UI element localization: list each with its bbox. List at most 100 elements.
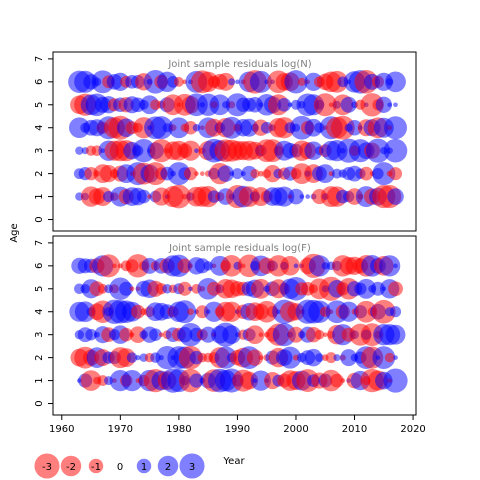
bottom-bubble: [315, 353, 324, 362]
bottom-bubble: [121, 369, 143, 392]
top-bubble: [168, 117, 190, 139]
legend-bubble: [136, 458, 152, 474]
top-y-tick-label: 4: [34, 125, 45, 131]
y-axis-label: Age: [9, 223, 20, 242]
top-bubble: [194, 148, 199, 153]
top-bubble: [209, 94, 231, 116]
top-bubble: [250, 169, 260, 179]
top-bubble: [240, 118, 259, 137]
bottom-bubble: [293, 263, 299, 269]
bottom-bubble: [158, 332, 164, 337]
top-bubble: [235, 79, 240, 85]
top-bubble: [299, 194, 305, 199]
bottom-bubble: [321, 262, 329, 270]
top-panel-frame: [52, 51, 417, 232]
bottom-bubble: [308, 300, 331, 323]
top-bubble: [328, 102, 334, 108]
bottom-panel-frame: [52, 235, 417, 416]
top-bubble: [372, 162, 396, 186]
top-bubble: [194, 171, 199, 176]
top-panel-bubbles: [68, 70, 408, 209]
bottom-bubble: [80, 370, 102, 391]
bottom-bubble: [385, 324, 406, 345]
top-bubble: [231, 168, 243, 180]
bottom-bubble: [308, 255, 331, 277]
bottom-bubble: [222, 325, 241, 345]
top-bubble: [365, 138, 390, 163]
bottom-bubble: [258, 332, 264, 338]
bottom-bubble: [355, 300, 378, 323]
bottom-y-tick-label: 3: [34, 331, 45, 337]
top-bubble: [360, 93, 384, 117]
x-axis-label: Year: [222, 456, 245, 467]
top-y-tick-label: 3: [34, 147, 45, 153]
bottom-bubble: [97, 254, 121, 278]
top-bubble: [183, 120, 198, 135]
bottom-y-tick-label: 5: [34, 286, 45, 292]
legend-label: -3: [42, 462, 52, 473]
legend-bubble: [34, 453, 60, 479]
bottom-bubble: [279, 346, 302, 369]
bottom-y-tick-label: 0: [34, 400, 45, 406]
bottom-bubble: [245, 325, 265, 345]
bottom-bubble: [372, 346, 396, 370]
bottom-bubble: [129, 326, 147, 344]
top-bubble: [274, 186, 295, 207]
legend-bubble: [179, 453, 205, 479]
bottom-bubble: [384, 352, 395, 363]
top-bubble: [388, 167, 403, 181]
bottom-bubble: [288, 326, 304, 343]
legend-label: -2: [66, 462, 76, 473]
bottom-panel-title: Joint sample residuals log(F): [168, 243, 311, 254]
bottom-bubble: [340, 349, 358, 367]
bottom-bubble: [189, 373, 204, 388]
bottom-y-tick-label: 7: [34, 240, 45, 246]
top-bubble: [75, 146, 84, 155]
top-bubble: [228, 78, 236, 86]
bottom-bubble: [187, 308, 194, 316]
x-tick-label: 1980: [166, 424, 191, 435]
top-bubble: [181, 193, 188, 200]
bottom-bubble: [220, 255, 243, 277]
bottom-bubble: [340, 378, 346, 383]
bottom-bubble: [383, 368, 408, 393]
top-bubble: [180, 140, 201, 161]
x-tick-label: 1990: [225, 424, 250, 435]
top-bubble: [297, 77, 306, 86]
legend-label: 1: [141, 462, 147, 473]
x-tick-label: 1960: [49, 424, 74, 435]
bottom-bubble: [280, 256, 300, 276]
bottom-y-tick-label: 6: [34, 263, 45, 269]
bottom-bubble: [119, 281, 134, 296]
top-bubble: [340, 96, 357, 113]
legend-label: 0: [117, 462, 123, 473]
top-bubble: [359, 166, 374, 181]
top-y-tick-label: 5: [34, 102, 45, 108]
x-tick-label: 2010: [342, 424, 367, 435]
top-bubble: [217, 165, 234, 182]
bottom-bubble: [149, 328, 162, 341]
bottom-bubble: [135, 355, 141, 361]
top-bubble: [216, 72, 235, 91]
top-bubble: [346, 120, 363, 136]
top-bubble: [277, 97, 292, 112]
bottom-bubble: [356, 278, 377, 299]
bottom-bubble: [85, 328, 97, 341]
bottom-bubble: [388, 281, 403, 297]
bubble-size-legend: -3 -2 -1 0 1 2 3: [34, 453, 205, 479]
top-y-tick-label: 7: [34, 56, 45, 62]
bottom-bubble: [129, 286, 135, 292]
bottom-bubble: [333, 354, 341, 362]
bottom-bubble: [173, 300, 197, 324]
top-bubble: [387, 102, 392, 108]
top-bubble: [167, 184, 191, 209]
x-tick-label: 2020: [400, 424, 425, 435]
axes: 0 1 2 3 4 5 6 7 0 1 2 3 4 5 6 7 1960 1970 1980 1990 2000 2010…: [34, 56, 426, 435]
bottom-bubble: [126, 254, 150, 278]
top-panel-title: Joint sample residuals log(N): [167, 59, 311, 70]
bottom-bubble: [371, 299, 396, 324]
bottom-bubble: [246, 349, 264, 366]
top-y-tick-label: 2: [34, 170, 45, 176]
bottom-bubble: [126, 352, 138, 363]
